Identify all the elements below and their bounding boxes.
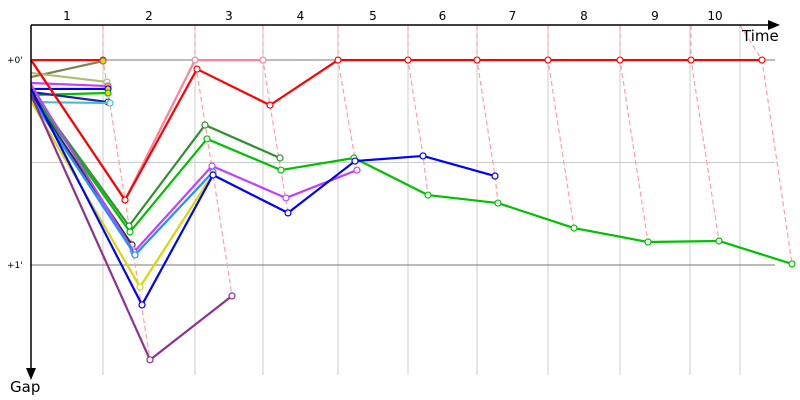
data-point [104, 89, 112, 97]
data-point [284, 209, 292, 217]
series-line [30, 81, 109, 88]
series-2 [30, 71, 111, 86]
lap-crossing-line [407, 25, 429, 196]
data-point [209, 171, 217, 179]
series-line [30, 90, 109, 104]
data-point [191, 56, 199, 64]
series-17 [30, 88, 499, 309]
data-point [276, 154, 284, 162]
data-point [282, 194, 290, 202]
lap-lines [102, 24, 793, 360]
series-7 [30, 99, 114, 107]
data-point [419, 152, 427, 160]
grid [31, 25, 775, 375]
lap-label: 2 [145, 9, 153, 23]
data-point [106, 99, 114, 107]
data-point [266, 101, 274, 109]
data-point [193, 65, 201, 73]
lap-label: 10 [707, 9, 722, 23]
data-point [146, 356, 154, 364]
series-4 [31, 85, 112, 93]
lap-crossing-line [690, 25, 720, 242]
lap-crossing-line [102, 25, 151, 360]
lap-label: 6 [439, 9, 447, 23]
data-point [424, 191, 432, 199]
series-11 [30, 92, 796, 268]
data-point [126, 228, 134, 236]
data-point [616, 56, 624, 64]
x-axis-label: Time [741, 27, 779, 45]
series-9 [30, 56, 766, 204]
lap-label: 9 [651, 9, 659, 23]
data-point [788, 260, 796, 268]
lap-crossing-line [619, 25, 649, 243]
data-point [138, 301, 146, 309]
data-point [203, 135, 211, 143]
lap-label: 5 [369, 9, 377, 23]
y-axis-arrow-icon [26, 368, 36, 380]
data-point [208, 162, 216, 170]
lap-crossing-line [547, 25, 575, 229]
data-point [136, 283, 144, 291]
series-line [30, 90, 281, 228]
y-axis-label: Gap [10, 378, 40, 396]
series-15 [30, 96, 217, 259]
data-point [491, 172, 499, 180]
series-18 [29, 94, 236, 364]
data-point [334, 56, 342, 64]
data-point [201, 121, 209, 129]
data-point [277, 166, 285, 174]
series-10 [30, 90, 284, 230]
data-point [687, 56, 695, 64]
y-tick-label: +0' [7, 56, 23, 66]
axes: Time Gap [10, 20, 780, 396]
y-tick-label: +1' [7, 261, 23, 271]
data-point [494, 199, 502, 207]
x-axis-arrow-icon [768, 20, 780, 30]
data-point [758, 56, 766, 64]
data-point [259, 56, 267, 64]
data-point [570, 224, 578, 232]
series-line [30, 100, 111, 105]
lap-crossing-line [476, 25, 499, 204]
data-point [131, 251, 139, 259]
series-8 [30, 56, 267, 204]
series-line [30, 71, 108, 84]
data-point [644, 238, 652, 246]
lap-crossing-line [262, 25, 289, 214]
data-point [99, 57, 107, 65]
data-point [351, 157, 359, 165]
lap-label: 4 [297, 9, 305, 23]
series-line [30, 58, 263, 202]
data-point [121, 196, 129, 204]
lap-crossing-line [337, 25, 358, 171]
lap-label: 7 [509, 9, 517, 23]
ticks: 1 2 3 4 5 6 7 8 9 10 +0' +1' [7, 9, 723, 271]
data-point [353, 166, 361, 174]
data-point [404, 56, 412, 64]
series-group [29, 56, 796, 364]
data-point [544, 56, 552, 64]
data-point [228, 292, 236, 300]
data-point [473, 56, 481, 64]
lap-crossing-line [194, 25, 233, 296]
data-point [715, 237, 723, 245]
lap-label: 1 [63, 9, 71, 23]
lap-label: 3 [225, 9, 233, 23]
lap-label: 8 [580, 9, 588, 23]
